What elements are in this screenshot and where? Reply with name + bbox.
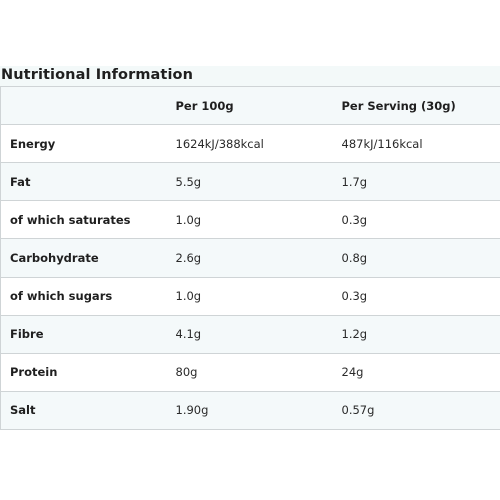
nutrient-label: Energy bbox=[0, 124, 167, 164]
title-bar bbox=[0, 66, 500, 86]
table-header-row: Per 100g Per Serving (30g) bbox=[0, 86, 500, 125]
nutrient-label: Fibre bbox=[0, 315, 167, 354]
section-title: Nutritional Information bbox=[1, 67, 194, 83]
per-serving-value: 0.57g bbox=[332, 391, 500, 431]
per-serving-value: 1.2g bbox=[332, 315, 500, 354]
table-row: Fibre 4.1g 1.2g bbox=[0, 315, 500, 354]
per-100g-value: 1.0g bbox=[166, 277, 333, 316]
per-100g-value: 5.5g bbox=[166, 162, 333, 202]
per-serving-value: 487kJ/116kcal bbox=[332, 124, 500, 164]
table-row: Carbohydrate 2.6g 0.8g bbox=[0, 238, 500, 278]
per-serving-value: 1.7g bbox=[332, 162, 500, 202]
per-serving-value: 0.3g bbox=[332, 200, 500, 240]
per-100g-value: 1624kJ/388kcal bbox=[166, 124, 333, 164]
header-per-serving: Per Serving (30g) bbox=[332, 86, 500, 125]
per-serving-value: 0.3g bbox=[332, 277, 500, 316]
nutrition-table: Per 100g Per Serving (30g) Energy 1624kJ… bbox=[0, 86, 500, 431]
per-serving-value: 0.8g bbox=[332, 238, 500, 278]
per-100g-value: 4.1g bbox=[166, 315, 333, 354]
table-row: Fat 5.5g 1.7g bbox=[0, 162, 500, 202]
table-row: Energy 1624kJ/388kcal 487kJ/116kcal bbox=[0, 124, 500, 164]
nutrient-label: Carbohydrate bbox=[0, 238, 167, 278]
table-row: of which saturates 1.0g 0.3g bbox=[0, 200, 500, 240]
nutrient-label: of which saturates bbox=[0, 200, 167, 240]
nutrient-label: Fat bbox=[0, 162, 167, 202]
table-row: Protein 80g 24g bbox=[0, 353, 500, 392]
table-row: Salt 1.90g 0.57g bbox=[0, 391, 500, 431]
per-100g-value: 2.6g bbox=[166, 238, 333, 278]
nutrient-label: Salt bbox=[0, 391, 167, 431]
nutrient-label: Protein bbox=[0, 353, 167, 392]
per-100g-value: 80g bbox=[166, 353, 333, 392]
header-nutrient bbox=[0, 86, 167, 125]
nutrient-label: of which sugars bbox=[0, 277, 167, 316]
header-per-100g: Per 100g bbox=[166, 86, 333, 125]
per-100g-value: 1.90g bbox=[166, 391, 333, 431]
per-serving-value: 24g bbox=[332, 353, 500, 392]
per-100g-value: 1.0g bbox=[166, 200, 333, 240]
table-row: of which sugars 1.0g 0.3g bbox=[0, 277, 500, 316]
